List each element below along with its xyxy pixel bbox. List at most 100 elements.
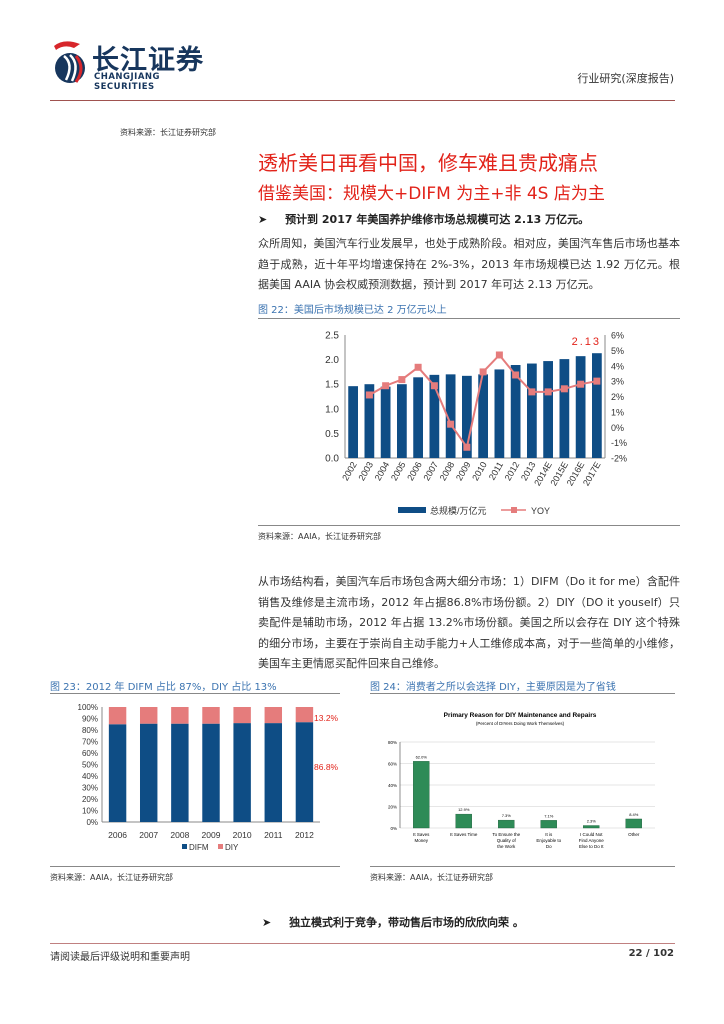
bar-difm: [233, 723, 251, 822]
y-tick-label: 40%: [82, 772, 98, 781]
paragraph-2: 从市场结构看，美国汽车后市场包含两大细分市场：1）DIFM（Do it for …: [258, 575, 680, 670]
bar: [478, 374, 488, 458]
y-tick-label: 1.0: [325, 404, 339, 415]
bar: [540, 820, 557, 829]
arrow-bullet-icon: ➤: [258, 213, 268, 226]
bar: [364, 384, 375, 458]
yoy-marker: [560, 385, 568, 393]
x-tick-label: Money: [414, 838, 428, 843]
yoy-marker: [463, 443, 471, 451]
legend-difm-label: DIFM: [189, 843, 209, 852]
x-tick-label: 2012: [503, 460, 522, 482]
bullet-text: 预计到 2017 年美国养护维修市场总规模可达 2.13 万亿元。: [285, 213, 590, 226]
bar-difm: [171, 723, 189, 822]
bar-difm: [295, 722, 314, 822]
x-tick-label: 2004: [373, 460, 392, 482]
yoy-marker: [479, 368, 487, 376]
bullet-point-1: ➤ 预计到 2017 年美国养护维修市场总规模可达 2.13 万亿元。: [258, 211, 589, 227]
header-rule: [50, 100, 675, 101]
yoy-marker: [512, 371, 520, 379]
bar: [397, 384, 407, 458]
figure-22-bottom-rule: [258, 525, 680, 526]
bar: [543, 361, 553, 458]
logo-text-cn: 长江证券: [92, 45, 204, 76]
bar: [625, 818, 642, 829]
yoy-marker: [382, 382, 390, 390]
section-title: 透析美日再看中国，修车难且贵成痛点: [258, 151, 598, 175]
y2-tick-label: -1%: [611, 438, 627, 448]
legend-line-label: YOY: [531, 506, 550, 516]
bar: [413, 377, 423, 458]
figure-23-top-rule: [50, 693, 340, 694]
y2-tick-label: 2%: [611, 392, 624, 402]
x-tick-label: To Ensure the: [492, 832, 520, 837]
bar: [380, 386, 391, 458]
bar-diy: [295, 707, 314, 723]
yoy-marker: [495, 351, 503, 359]
figure-24-caption: 图 24：消费者之所以会选择 DIY，主要原因是为了省钱: [370, 682, 616, 693]
x-tick-label: Else to Do It: [579, 844, 604, 849]
x-tick-label: Do: [546, 844, 552, 849]
yoy-marker: [398, 376, 406, 384]
data-label: 7.3%: [502, 813, 512, 818]
paragraph-1: 众所周知，美国汽车行业发展早，也处于成熟阶段。相对应，美国汽车售后市场也基本趋于…: [258, 237, 680, 291]
y-tick-label: 2.5: [325, 331, 339, 342]
x-tick-label: It Saves Time: [450, 832, 478, 837]
bar: [592, 353, 602, 458]
data-label: 7.1%: [544, 813, 554, 818]
x-tick-label: 2007: [421, 460, 440, 482]
y-tick-label: 0%: [390, 826, 397, 831]
value-annotation: 2.13: [572, 336, 601, 348]
legend-bar-swatch: [398, 507, 426, 513]
footer-disclaimer[interactable]: 请阅读最后评级说明和重要声明: [50, 952, 190, 963]
bar: [445, 374, 456, 458]
figure-23-bottom-rule: [50, 866, 340, 867]
legend-line-marker: [511, 507, 517, 513]
y2-tick-label: 4%: [611, 361, 624, 371]
yoy-marker: [577, 380, 585, 388]
legend-diy-swatch: [218, 844, 223, 849]
bar: [413, 761, 430, 829]
data-label: 12.9%: [458, 807, 470, 812]
x-tick-label: the Work: [497, 844, 516, 849]
bar: [348, 386, 358, 458]
bar-difm: [108, 724, 127, 822]
bar-diy: [202, 707, 220, 724]
bullet-point-2: ➤ 独立模式利于竞争，带动售后市场的欣欣向荣 。: [262, 914, 524, 930]
x-tick-label: 2005: [389, 460, 408, 482]
y-tick-label: 0%: [86, 818, 98, 827]
y-tick-label: 60%: [82, 749, 98, 758]
x-tick-label: 2010: [233, 830, 252, 840]
x-tick-label: 2006: [405, 460, 424, 482]
bar: [559, 359, 570, 458]
figure-23-source: 资料来源：AAIA，长江证券研究部: [50, 873, 173, 882]
logo-text-en: CHANGJIANG SECURITIES: [94, 72, 161, 92]
y-tick-label: 20%: [82, 795, 98, 804]
data-label: 2.3%: [587, 819, 597, 824]
x-tick-label: 2012: [295, 830, 314, 840]
difm-annotation: 86.8%: [314, 762, 339, 772]
x-tick-label: 2002: [340, 460, 359, 482]
bar-diy: [139, 707, 158, 724]
figure-24-bottom-rule: [370, 866, 675, 867]
x-tick-label: Find Anyone: [579, 838, 605, 843]
x-tick-label: 2011: [264, 830, 283, 840]
bar: [455, 813, 472, 829]
y-tick-label: 100%: [78, 703, 98, 712]
arrow-bullet-icon: ➤: [262, 916, 272, 929]
y-tick-label: 40%: [388, 783, 397, 788]
yoy-marker: [447, 420, 455, 428]
bar: [527, 363, 537, 458]
bar: [583, 825, 600, 829]
legend-difm-swatch: [182, 844, 187, 849]
x-tick-label: 2006: [108, 830, 127, 840]
x-tick-label: It Saves: [413, 832, 430, 837]
difm-diy-share-chart: 0% 10% 20% 30% 40% 50% 60% 70% 80% 90% 100% 2006 200…: [78, 703, 339, 852]
bar: [510, 365, 521, 458]
y-tick-label: 1.5: [325, 380, 339, 391]
y-tick-label: 80%: [388, 740, 397, 745]
x-tick-label: 2008: [170, 830, 189, 840]
yoy-marker: [528, 388, 536, 396]
y2-tick-label: 0%: [611, 423, 624, 433]
bar: [494, 369, 505, 458]
